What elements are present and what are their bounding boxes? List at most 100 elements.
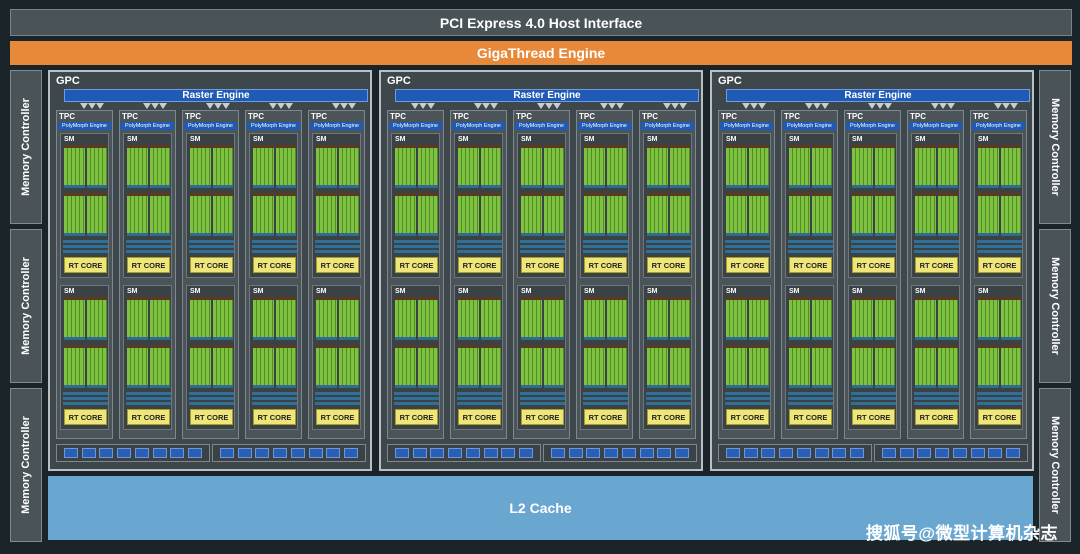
- rt-core: RT CORE: [127, 409, 170, 425]
- cuda-core-array: [726, 297, 769, 340]
- cuda-cores: [212, 297, 233, 340]
- cache-stripe: [851, 240, 896, 243]
- cuda-cores: [1000, 145, 1021, 188]
- cuda-core-array: [190, 345, 233, 388]
- cuda-cores: [64, 345, 85, 388]
- sm-label: SM: [915, 136, 926, 143]
- cuda-cores: [647, 345, 668, 388]
- sm-block: SM RT CORE: [249, 285, 298, 430]
- cuda-core-array: [521, 193, 564, 236]
- cache-stripe: [583, 245, 628, 248]
- tpc-block: TPC PolyMorph Engine SM RT CORE SM RT CORE: [387, 110, 444, 439]
- texture-unit: [550, 448, 565, 458]
- down-arrow-icon: [939, 103, 947, 109]
- texture-unit: [657, 448, 672, 458]
- cache-stripe: [63, 240, 108, 243]
- cuda-cores: [64, 297, 85, 340]
- cuda-cores: [606, 297, 627, 340]
- cuda-cores: [127, 297, 148, 340]
- cuda-cores: [1000, 345, 1021, 388]
- cuda-cores: [395, 193, 416, 236]
- cuda-cores: [190, 297, 211, 340]
- cuda-core-array: [521, 345, 564, 388]
- cuda-core-array: [852, 345, 895, 388]
- cuda-core-array: [789, 145, 832, 188]
- tpc-block: TPC PolyMorph Engine SM RT CORE SM RT CORE: [639, 110, 696, 439]
- cuda-cores: [417, 145, 438, 188]
- texture-unit: [394, 448, 409, 458]
- cache-stripe: [315, 392, 360, 395]
- down-arrow-icon: [143, 103, 151, 109]
- rt-core: RT CORE: [978, 409, 1021, 425]
- texture-unit: [568, 448, 583, 458]
- cache-stripe: [189, 245, 234, 248]
- down-arrow-icon: [151, 103, 159, 109]
- cache-stripe: [315, 397, 360, 400]
- cuda-core-array: [316, 297, 359, 340]
- polymorph-engine: PolyMorph Engine: [247, 122, 300, 130]
- cuda-cores: [212, 193, 233, 236]
- cuda-core-array: [726, 145, 769, 188]
- cuda-cores: [647, 145, 668, 188]
- cuda-cores: [480, 193, 501, 236]
- cuda-cores: [669, 297, 690, 340]
- sm-block: SM RT CORE: [60, 285, 109, 430]
- sm-label: SM: [647, 288, 658, 295]
- down-arrow-icon: [159, 103, 167, 109]
- l2-cache: L2 Cache: [48, 476, 1033, 540]
- sm-block: SM RT CORE: [911, 133, 960, 278]
- tpc-label: TPC: [311, 112, 327, 121]
- texture-unit: [970, 448, 985, 458]
- cuda-cores: [811, 193, 832, 236]
- cuda-cores: [1000, 193, 1021, 236]
- rt-core: RT CORE: [395, 409, 438, 425]
- cuda-cores: [669, 193, 690, 236]
- cache-stripe: [851, 392, 896, 395]
- cuda-core-array: [316, 345, 359, 388]
- down-arrow-icon: [947, 103, 955, 109]
- cuda-core-array: [190, 297, 233, 340]
- cache-stripe: [914, 392, 959, 395]
- texture-unit: [725, 448, 740, 458]
- cache-stripe: [788, 402, 833, 405]
- cuda-core-array: [852, 145, 895, 188]
- sm-block: SM RT CORE: [391, 133, 440, 278]
- cuda-core-array: [316, 145, 359, 188]
- sm-label: SM: [190, 288, 201, 295]
- texture-unit: [152, 448, 167, 458]
- cuda-core-array: [789, 345, 832, 388]
- sm-block: SM RT CORE: [722, 133, 771, 278]
- cuda-cores: [521, 145, 542, 188]
- cuda-cores: [458, 193, 479, 236]
- cuda-cores: [480, 345, 501, 388]
- cache-stripe: [520, 245, 565, 248]
- memory-controller-label: Memory Controller: [1049, 257, 1062, 355]
- cuda-cores: [915, 193, 936, 236]
- down-arrow-icon: [553, 103, 561, 109]
- cache-stripe: [520, 402, 565, 405]
- rt-core: RT CORE: [852, 409, 895, 425]
- cache-stripe: [126, 250, 171, 253]
- sm-block: SM RT CORE: [974, 285, 1023, 430]
- sm-label: SM: [458, 288, 469, 295]
- cuda-cores: [726, 297, 747, 340]
- polymorph-engine: PolyMorph Engine: [389, 122, 442, 130]
- sm-block: SM RT CORE: [848, 133, 897, 278]
- memory-controller-right-1: Memory Controller: [1039, 70, 1071, 224]
- texture-unit-row: [718, 444, 872, 462]
- sm-label: SM: [789, 288, 800, 295]
- cuda-cores: [543, 145, 564, 188]
- cuda-cores: [338, 145, 359, 188]
- pcie-host-interface: PCI Express 4.0 Host Interface: [10, 9, 1072, 36]
- cuda-core-array: [253, 345, 296, 388]
- cuda-cores: [748, 297, 769, 340]
- polymorph-engine: PolyMorph Engine: [783, 122, 836, 130]
- sm-label: SM: [521, 136, 532, 143]
- texture-unit: [761, 448, 776, 458]
- cache-stripe: [914, 397, 959, 400]
- texture-unit: [117, 448, 132, 458]
- cuda-core-array: [789, 193, 832, 236]
- down-arrow-icon: [750, 103, 758, 109]
- sm-label: SM: [316, 288, 327, 295]
- texture-unit: [344, 448, 359, 458]
